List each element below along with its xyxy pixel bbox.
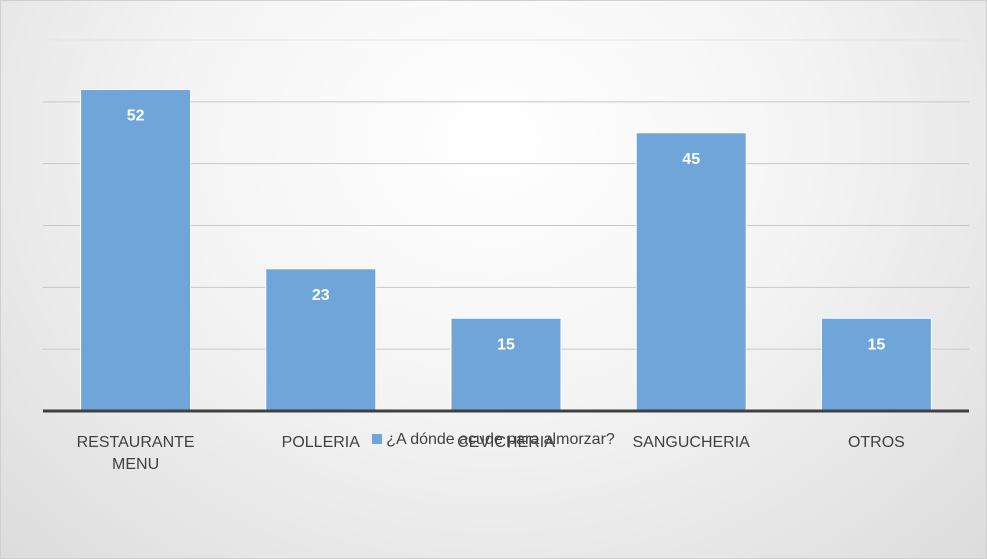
value-label: 52 xyxy=(127,108,145,125)
bar xyxy=(820,317,932,412)
bar xyxy=(80,88,192,412)
value-label: 15 xyxy=(868,336,886,353)
x-tick-label: POLLERIA xyxy=(281,434,360,451)
value-label: 15 xyxy=(497,336,515,353)
x-tick-label: OTROS xyxy=(847,434,905,451)
legend: ¿A dónde acude para almorzar? xyxy=(1,431,986,449)
legend-label: ¿A dónde acude para almorzar? xyxy=(386,431,615,448)
x-tick-label: SANGUCHERIA xyxy=(632,434,750,451)
bar xyxy=(265,268,377,412)
x-tick-label: CEVICHERIA xyxy=(457,434,555,451)
bar xyxy=(635,132,747,412)
value-label: 45 xyxy=(682,151,700,168)
legend-swatch xyxy=(372,434,383,444)
x-tick-label: RESTAURANTE MENU xyxy=(76,434,195,473)
value-label: 23 xyxy=(312,287,330,304)
bar xyxy=(450,317,562,412)
